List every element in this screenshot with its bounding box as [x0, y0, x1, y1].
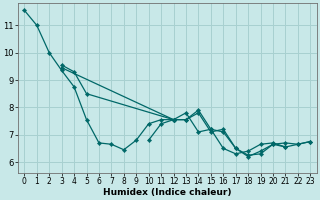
X-axis label: Humidex (Indice chaleur): Humidex (Indice chaleur) [103, 188, 232, 197]
